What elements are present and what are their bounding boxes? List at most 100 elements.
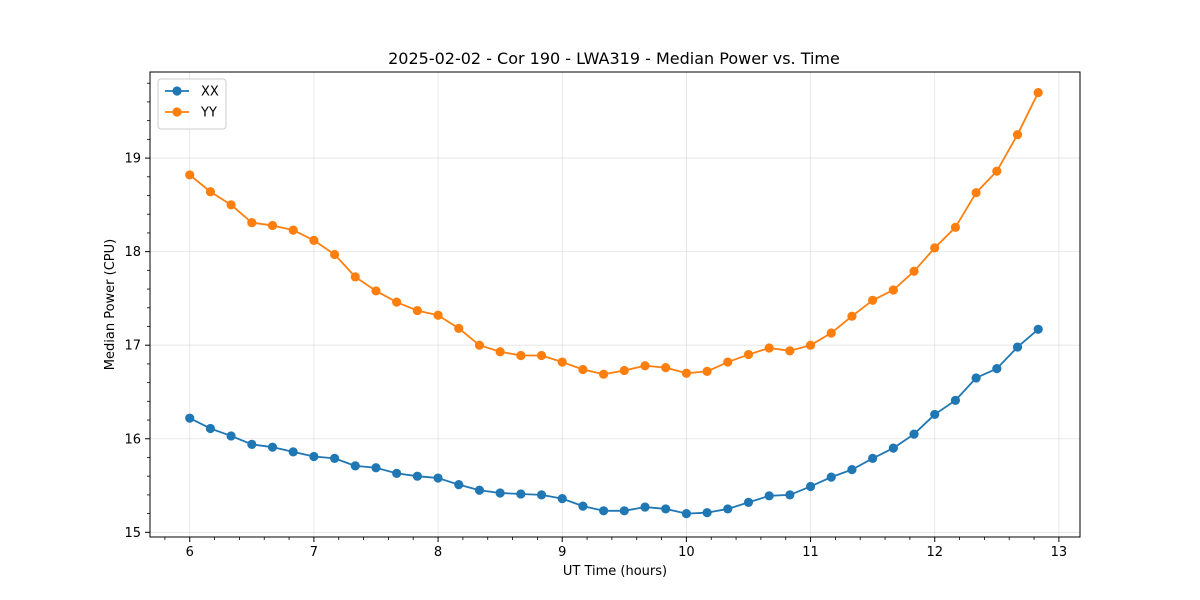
series-xx-point [971, 373, 981, 383]
series-xx-point [205, 423, 216, 434]
series-yy-point [826, 328, 836, 338]
legend-item-yy: YY [165, 106, 217, 121]
series-xx-point [930, 409, 940, 420]
series-xx-point [764, 491, 774, 501]
series-layer [185, 87, 1043, 519]
legend: XX YY [157, 78, 227, 130]
legend-xx-label: XX [201, 85, 219, 100]
series-yy-point [454, 323, 464, 333]
series-xx-point [185, 413, 195, 423]
series-xx-point [578, 501, 588, 511]
series-xx-point [619, 506, 629, 516]
chart-title: 2025-02-02 - Cor 190 - LWA319 - Median P… [388, 49, 840, 68]
x-tick-label: 10 [678, 545, 695, 560]
series-yy-point [805, 340, 816, 350]
series-xx-point [495, 488, 505, 498]
series-yy-point [288, 225, 298, 235]
series-yy-point [743, 349, 754, 360]
series-xx-point [888, 443, 898, 453]
series-yy-point [785, 346, 795, 356]
y-axis: 15 16 17 18 19 [124, 82, 150, 541]
legend-yy-swatch-marker [172, 107, 182, 117]
series-yy-point [681, 368, 691, 378]
x-tick-label: 13 [1051, 545, 1068, 560]
series-xx-point [536, 490, 547, 500]
series-yy-point [992, 166, 1002, 176]
series-xx-point [826, 472, 836, 482]
y-tick-label: 17 [124, 339, 141, 354]
x-axis-label: UT Time (hours) [563, 564, 667, 579]
series-xx-point [288, 447, 298, 457]
series-xx-point [992, 363, 1002, 374]
series-yy-point [516, 350, 526, 361]
series-yy-point [309, 235, 319, 246]
series-yy-point [412, 305, 422, 316]
x-tick-label: 11 [802, 545, 819, 560]
series-yy-point [950, 222, 961, 232]
x-tick-label: 8 [434, 545, 442, 560]
series-yy-point [185, 170, 195, 180]
series-xx-point [557, 494, 567, 504]
series-xx-point [412, 471, 422, 481]
series-xx-point [371, 463, 381, 473]
series-yy-point [267, 220, 278, 231]
series-yy-point [661, 363, 671, 373]
series-yy-point [329, 249, 340, 260]
series-xx-point [474, 485, 485, 495]
series-xx-point [681, 509, 691, 519]
series-yy-point [578, 364, 588, 375]
series-yy-point [247, 218, 257, 228]
y-tick-label: 15 [124, 526, 141, 541]
plot-area-frame [149, 71, 1081, 538]
series-yy-point [205, 187, 216, 197]
legend-xx-swatch-marker [172, 86, 182, 96]
series-yy-point [433, 310, 443, 320]
series-yy-point [392, 297, 402, 307]
series-xx-point [309, 451, 319, 462]
series-yy-point [868, 295, 878, 305]
series-xx-point [267, 442, 278, 452]
series-yy-point [930, 243, 940, 253]
grid [150, 72, 1080, 537]
series-xx-point [599, 506, 609, 516]
y-tick-label: 16 [124, 432, 141, 447]
series-xx-point [247, 439, 257, 449]
series-xx-point [702, 508, 712, 518]
series-xx-point [661, 504, 671, 514]
series-yy-point [847, 311, 857, 321]
series-xx-point [516, 489, 526, 499]
series-yy-point [702, 366, 712, 376]
series-yy-point [599, 369, 609, 379]
series-yy-point [495, 347, 505, 357]
x-tick-label: 9 [558, 545, 566, 560]
series-yy-point [640, 361, 650, 371]
series-xx-point [868, 453, 878, 464]
y-axis-label: Median Power (CPU) [103, 239, 118, 370]
series-yy-point [723, 357, 733, 367]
series-yy-point [888, 285, 898, 295]
series-yy [185, 87, 1043, 379]
series-yy-point [371, 286, 381, 296]
series-yy-point [909, 266, 919, 276]
series-yy-point [764, 343, 774, 353]
series-yy-point [474, 340, 485, 350]
series-yy-point [536, 350, 547, 361]
series-xx-point [454, 480, 464, 490]
series-xx-point [329, 453, 340, 464]
y-tick-label: 18 [124, 245, 141, 260]
series-yy-point [350, 272, 360, 282]
series-xx-point [1033, 324, 1043, 334]
series-xx-point [640, 502, 650, 512]
series-xx-point [1012, 342, 1023, 352]
x-tick-label: 12 [926, 545, 943, 560]
series-xx-point [226, 431, 236, 441]
series-yy-point [226, 200, 236, 210]
series-xx-point [950, 395, 961, 406]
series-xx-point [909, 429, 919, 439]
series-xx [185, 324, 1043, 519]
series-xx-point [847, 465, 857, 475]
series-xx-point [785, 490, 795, 500]
x-tick-label: 6 [186, 545, 194, 560]
series-xx-point [723, 504, 733, 514]
